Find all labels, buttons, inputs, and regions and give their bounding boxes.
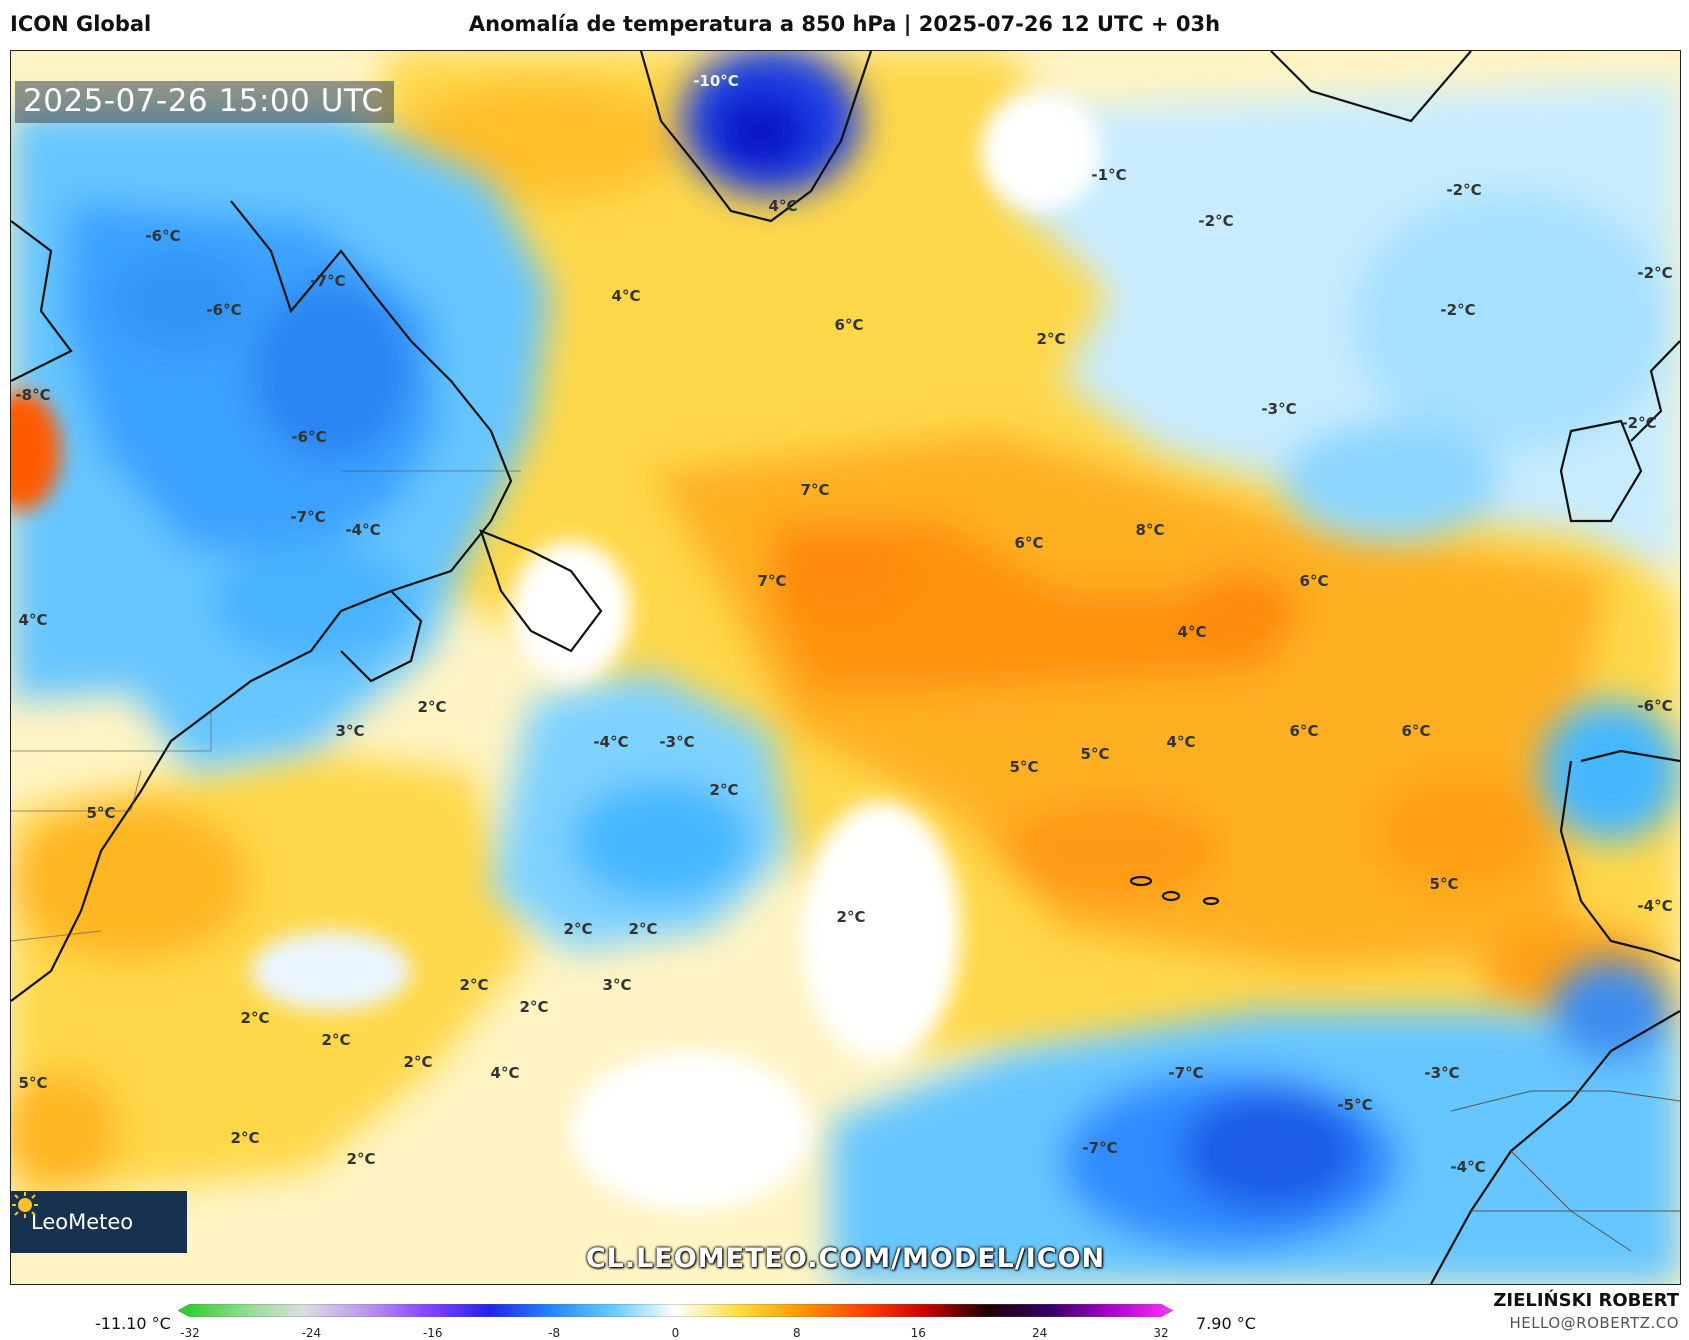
colorbar-tick: 8 [793,1326,801,1340]
temp-label-az-2: 5°C [1080,745,1110,763]
temp-label-w-2: 2°C [417,698,447,716]
temp-label-ib-1: -6°C [1637,697,1673,715]
temp-label-s-10: 4°C [490,1064,520,1082]
temp-label-atl-3: 2°C [1036,330,1066,348]
temp-label-mid-6: 4°C [1177,623,1207,641]
map-field [11,51,1680,1284]
temp-label-az-5: 6°C [1401,722,1431,740]
temp-label-mid-2: 7°C [757,572,787,590]
author-name: ZIELIŃSKI ROBERT [1493,1290,1679,1311]
temp-label-ice-3: -2°C [1446,181,1482,199]
colorbar-tick: 0 [671,1326,680,1340]
temp-label-s-6: 2°C [519,998,549,1016]
colorbar-tick: 16 [910,1326,926,1340]
temp-label-cb-1: -4°C [593,733,629,751]
temp-label-mid-3: 6°C [1014,534,1044,552]
temp-label-lab-2: -7°C [310,272,346,290]
temp-label-s-2: 2°C [563,920,593,938]
temp-label-az-4: 6°C [1289,722,1319,740]
temp-label-cb-2: -3°C [659,733,695,751]
temp-label-gl-west: -8°C [15,386,51,404]
colorbar-min-label: -11.10 °C [95,1314,171,1333]
temp-label-s-7: 2°C [240,1009,270,1027]
temp-label-greenland-s: 4°C [768,197,798,215]
temp-label-mid-4: 8°C [1135,521,1165,539]
temp-label-s-9: 2°C [403,1053,433,1071]
temp-label-s-13: 5°C [18,1074,48,1092]
colorbar [178,1304,1173,1317]
model-name: ICON Global [10,12,152,36]
anomaly-map: 2025-07-26 15:00 UTC -10°C 4°C -6°C -7°C -6°… [10,50,1681,1285]
temp-label-que-1: -7°C [290,508,326,526]
temp-label-no-1: -2°C [1621,414,1657,432]
colorbar-max-label: 7.90 °C [1196,1314,1256,1333]
chart-title: Anomalía de temperatura a 850 hPa | 2025… [468,12,1221,36]
temp-label-atl-2: 6°C [834,316,864,334]
temp-label-mid-1: 7°C [800,481,830,499]
coastlines [11,51,1680,1284]
valid-time-stamp: 2025-07-26 15:00 UTC [15,81,394,123]
temp-label-c-1: 2°C [709,781,739,799]
temp-label-w-3: 3°C [335,722,365,740]
colorbar-tick: -16 [422,1326,443,1340]
temp-label-mid-5: 6°C [1299,572,1329,590]
temp-label-af-3: -4°C [1450,1158,1486,1176]
temp-label-lab-3: -6°C [206,301,242,319]
temp-label-mor-2: -4°C [1637,897,1673,915]
temp-label-mor-1: 5°C [1429,875,1459,893]
temp-label-se-1: -7°C [1168,1064,1204,1082]
colorbar-tick: -8 [548,1326,561,1340]
temp-label-az-1: 5°C [1009,758,1039,776]
temp-label-atl-1: 4°C [611,287,641,305]
leometeo-logo: LeoMeteo [11,1191,187,1253]
temp-label-uk-1: -3°C [1261,400,1297,418]
temp-label-se-2: -7°C [1082,1139,1118,1157]
temp-label-s-1: 2°C [836,908,866,926]
temp-label-ice-1: -1°C [1091,166,1127,184]
colorbar-tick: 32 [1153,1326,1169,1340]
temp-label-s-11: 2°C [230,1129,260,1147]
temp-label-greenland: -10°C [693,72,739,90]
sun-icon [12,1192,38,1218]
temp-label-ice-4: -2°C [1440,301,1476,319]
temp-label-af-1: -3°C [1424,1064,1460,1082]
temp-label-s-5: 3°C [602,976,632,994]
temp-label-s-4: 2°C [459,976,489,994]
colorbar-tick: -24 [301,1326,322,1340]
colorbar-tick: 24 [1031,1326,1048,1340]
watermark-url[interactable]: CL.LEOMETEO.COM/MODEL/ICON [585,1243,1106,1274]
temp-label-s-8: 2°C [321,1031,351,1049]
temp-label-w-1: 4°C [18,611,48,629]
temp-label-s-12: 2°C [346,1150,376,1168]
temp-label-uk-2: -2°C [1637,264,1673,282]
temp-label-az-3: 4°C [1166,733,1196,751]
temp-label-af-2: -5°C [1337,1096,1373,1114]
temp-label-que-2: -4°C [345,521,381,539]
temp-label-s-3: 2°C [628,920,658,938]
temp-label-w-4: 5°C [86,804,116,822]
colorbar-tick: -32 [180,1326,200,1340]
temp-label-ice-2: -2°C [1198,212,1234,230]
logo-text: LeoMeteo [31,1210,134,1234]
temp-label-lab-1: -6°C [145,227,181,245]
author-email[interactable]: HELLO@ROBERTZ.CO [1509,1314,1679,1332]
temp-label-lab-4: -6°C [291,428,327,446]
